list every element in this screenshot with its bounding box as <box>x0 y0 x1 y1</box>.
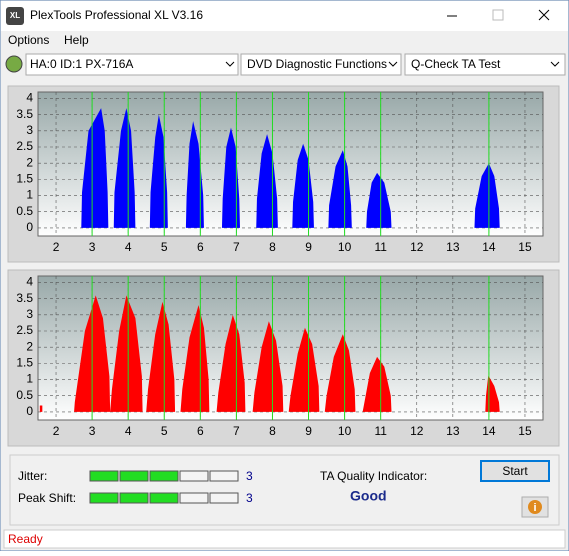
y-tick-label: 0.5 <box>16 388 33 402</box>
x-tick-label: 2 <box>53 424 60 438</box>
x-tick-label: 6 <box>197 240 204 254</box>
x-tick-label: 13 <box>446 424 460 438</box>
y-tick-label: 3.5 <box>16 291 33 305</box>
x-tick-label: 4 <box>125 240 132 254</box>
plot-area <box>37 91 544 237</box>
x-tick-label: 11 <box>374 240 387 254</box>
x-tick-label: 9 <box>305 240 312 254</box>
y-tick-label: 2.5 <box>16 323 33 337</box>
maximize-button[interactable] <box>492 9 504 21</box>
x-tick-label: 12 <box>410 424 424 438</box>
y-tick-label: 3.5 <box>16 107 33 121</box>
data-area <box>81 108 500 228</box>
peak-shift-value: 3 <box>246 491 253 505</box>
level-led <box>149 492 179 504</box>
start-button[interactable] <box>480 460 550 482</box>
drive-select-text: HA:0 ID:1 PX-716A <box>30 57 133 71</box>
drive-icon <box>5 55 23 73</box>
jitter-label: Jitter: <box>18 469 47 483</box>
level-led <box>209 492 239 504</box>
y-tick-label: 3 <box>26 123 33 137</box>
peak-shift-label: Peak Shift: <box>18 491 76 505</box>
y-tick-label: 2 <box>26 155 33 169</box>
results-panel <box>9 454 560 526</box>
drive-select[interactable] <box>25 53 239 76</box>
test-select-text: Q-Check TA Test <box>411 57 501 71</box>
y-tick-label: 2.5 <box>16 139 33 153</box>
level-led <box>149 470 179 482</box>
level-led <box>179 492 209 504</box>
x-tick-label: 5 <box>161 424 168 438</box>
level-led <box>89 492 119 504</box>
level-led <box>119 470 149 482</box>
dropdown-arrow <box>550 61 560 67</box>
x-tick-label: 15 <box>518 240 532 254</box>
y-tick-label: 4 <box>26 91 33 105</box>
x-tick-label: 12 <box>410 240 424 254</box>
ta-quality-label: TA Quality Indicator: <box>320 469 427 483</box>
level-led <box>179 470 209 482</box>
y-tick-label: 1.5 <box>16 172 33 186</box>
function-select-text: DVD Diagnostic Functions <box>247 57 387 71</box>
y-tick-label: 4 <box>26 275 33 289</box>
status-text: Ready <box>8 532 43 546</box>
jitter-value: 3 <box>246 469 253 483</box>
x-tick-label: 8 <box>269 424 276 438</box>
level-led <box>119 492 149 504</box>
start-button-text: Start <box>502 464 528 478</box>
x-tick-label: 8 <box>269 240 276 254</box>
dropdown-arrow <box>388 61 398 67</box>
ta-quality-value: Good <box>350 488 387 504</box>
x-tick-label: 7 <box>233 240 240 254</box>
x-tick-label: 13 <box>446 240 460 254</box>
x-tick-label: 14 <box>482 240 496 254</box>
x-tick-label: 2 <box>53 240 60 254</box>
y-tick-label: 1.5 <box>16 356 33 370</box>
status-bar <box>3 529 566 549</box>
x-tick-label: 11 <box>374 424 387 438</box>
x-tick-label: 4 <box>125 424 132 438</box>
title-bar <box>1 1 568 31</box>
function-select[interactable] <box>240 53 402 76</box>
y-tick-label: 1 <box>26 188 33 202</box>
x-tick-label: 6 <box>197 424 204 438</box>
data-area <box>39 295 500 412</box>
x-tick-label: 10 <box>338 240 352 254</box>
menu-item[interactable]: Options <box>8 33 49 47</box>
y-tick-label: 2 <box>26 339 33 353</box>
y-tick-label: 0 <box>26 404 33 418</box>
test-select[interactable] <box>404 53 566 76</box>
window-title: PlexTools Professional XL V3.16 <box>30 8 203 22</box>
app-icon-text: XL <box>10 11 20 20</box>
x-tick-label: 10 <box>338 424 352 438</box>
x-tick-label: 15 <box>518 424 532 438</box>
y-tick-label: 0.5 <box>16 204 33 218</box>
dropdown-arrow <box>225 61 235 67</box>
y-tick-label: 0 <box>26 220 33 234</box>
menu-item[interactable]: Help <box>64 33 89 47</box>
info-icon-text: i <box>533 502 536 514</box>
y-tick-label: 1 <box>26 372 33 386</box>
x-tick-label: 7 <box>233 424 240 438</box>
y-tick-label: 3 <box>26 307 33 321</box>
info-icon <box>528 500 542 514</box>
x-tick-label: 5 <box>161 240 168 254</box>
x-tick-label: 3 <box>89 240 96 254</box>
app-icon <box>6 7 24 25</box>
x-tick-label: 9 <box>305 424 312 438</box>
level-led <box>209 470 239 482</box>
x-tick-label: 3 <box>89 424 96 438</box>
close-button[interactable] <box>538 9 550 21</box>
level-led <box>89 470 119 482</box>
x-tick-label: 14 <box>482 424 496 438</box>
